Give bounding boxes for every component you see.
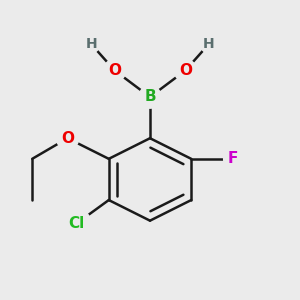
Circle shape [56,127,79,149]
Text: O: O [179,63,192,78]
Text: O: O [108,63,121,78]
Text: O: O [61,131,74,146]
Circle shape [103,59,126,82]
Circle shape [82,35,100,53]
Text: H: H [203,37,215,51]
Circle shape [200,35,218,53]
Circle shape [62,209,91,238]
Text: B: B [144,89,156,104]
Text: Cl: Cl [68,216,85,231]
Text: F: F [227,151,238,166]
Text: H: H [85,37,97,51]
Circle shape [174,59,197,82]
Circle shape [139,86,161,108]
Circle shape [224,150,241,168]
